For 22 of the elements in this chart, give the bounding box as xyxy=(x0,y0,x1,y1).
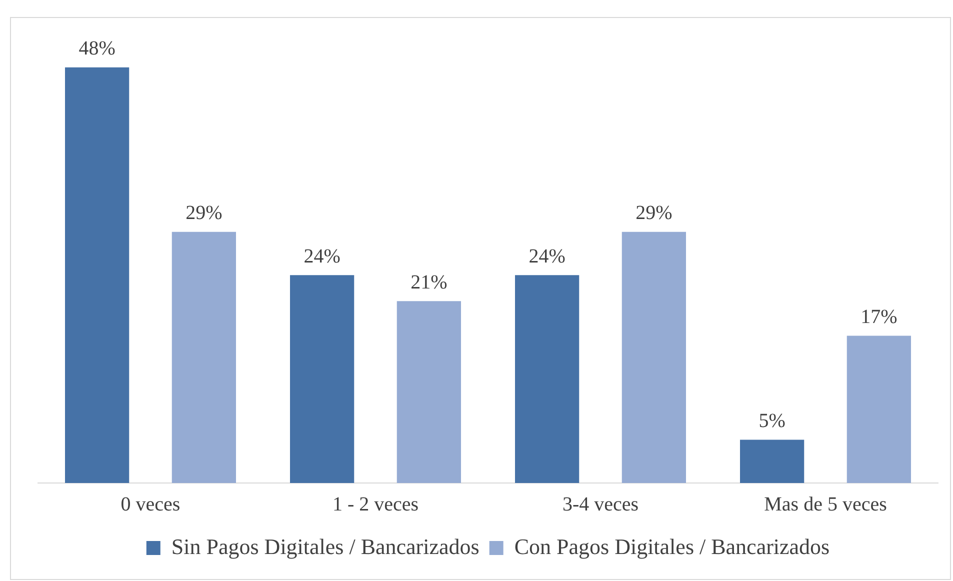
data-label: 21% xyxy=(410,271,448,294)
bar xyxy=(846,336,911,483)
x-tick-label: 1 - 2 veces xyxy=(332,493,419,516)
bar xyxy=(396,301,461,483)
x-tick-label: 3-4 veces xyxy=(562,493,639,516)
bar xyxy=(172,232,236,483)
x-tick-label: 0 veces xyxy=(120,493,180,516)
legend-label: Con Pagos Digitales / Bancarizados xyxy=(514,534,830,559)
bar xyxy=(622,232,686,483)
x-tick-label: Mas de 5 veces xyxy=(764,493,888,516)
bar xyxy=(290,275,354,483)
data-label: 24% xyxy=(528,245,566,268)
data-label: 5% xyxy=(758,410,786,432)
data-label: 29% xyxy=(186,202,222,224)
data-label: 24% xyxy=(304,245,340,268)
legend-label: Sin Pagos Digitales / Bancarizados xyxy=(171,534,480,559)
bar xyxy=(515,275,580,483)
bar xyxy=(740,440,804,483)
data-label: 29% xyxy=(636,202,672,224)
data-label: 17% xyxy=(860,306,898,328)
data-label: 48% xyxy=(78,38,116,60)
bar xyxy=(65,67,130,483)
